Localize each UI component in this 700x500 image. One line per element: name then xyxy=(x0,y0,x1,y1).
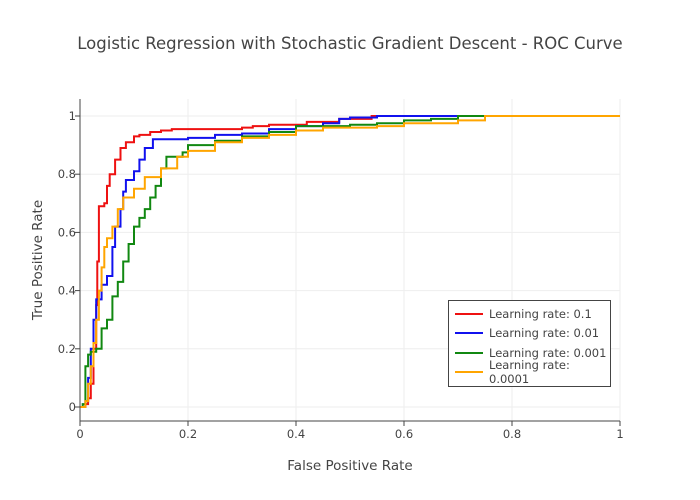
x-tick-label: 0.2 xyxy=(179,427,197,441)
roc-series-line-2 xyxy=(80,115,620,408)
legend-label: Learning rate: 0.01 xyxy=(489,326,600,341)
chart-title: Logistic Regression with Stochastic Grad… xyxy=(77,34,623,53)
roc-series-line-3 xyxy=(80,115,620,408)
x-tick-label: 0.6 xyxy=(395,427,413,441)
x-tick-label: 1 xyxy=(616,427,623,441)
legend: Learning rate: 0.1 Learning rate: 0.01 Lea… xyxy=(448,300,611,387)
legend-label: Learning rate: 0.1 xyxy=(489,306,592,321)
legend-item[interactable]: Learning rate: 0.0001 xyxy=(455,358,610,386)
y-tick-label: 0 xyxy=(69,400,76,414)
legend-swatch xyxy=(455,351,483,354)
legend-swatch xyxy=(455,371,483,374)
legend-swatch xyxy=(455,332,483,335)
y-tick-label: 0.8 xyxy=(58,167,76,181)
x-axis-label: False Positive Rate xyxy=(287,458,413,474)
y-tick-label: 1 xyxy=(69,109,76,123)
y-tick-label: 0.4 xyxy=(58,284,76,298)
y-tick-label: 0.2 xyxy=(58,342,76,356)
legend-swatch xyxy=(455,312,483,315)
y-axis-label: True Positive Rate xyxy=(30,199,46,321)
x-tick-label: 0.8 xyxy=(503,427,521,441)
legend-label: Learning rate: 0.001 xyxy=(489,345,607,360)
legend-item[interactable]: Learning rate: 0.001 xyxy=(455,343,610,363)
legend-item[interactable]: Learning rate: 0.01 xyxy=(455,324,610,344)
x-tick-label: 0.4 xyxy=(287,427,305,441)
x-tick-label: 0 xyxy=(76,427,83,441)
legend-label: Learning rate: 0.0001 xyxy=(489,358,570,387)
y-tick-label: 0.6 xyxy=(58,225,76,239)
legend-item[interactable]: Learning rate: 0.1 xyxy=(455,304,610,324)
